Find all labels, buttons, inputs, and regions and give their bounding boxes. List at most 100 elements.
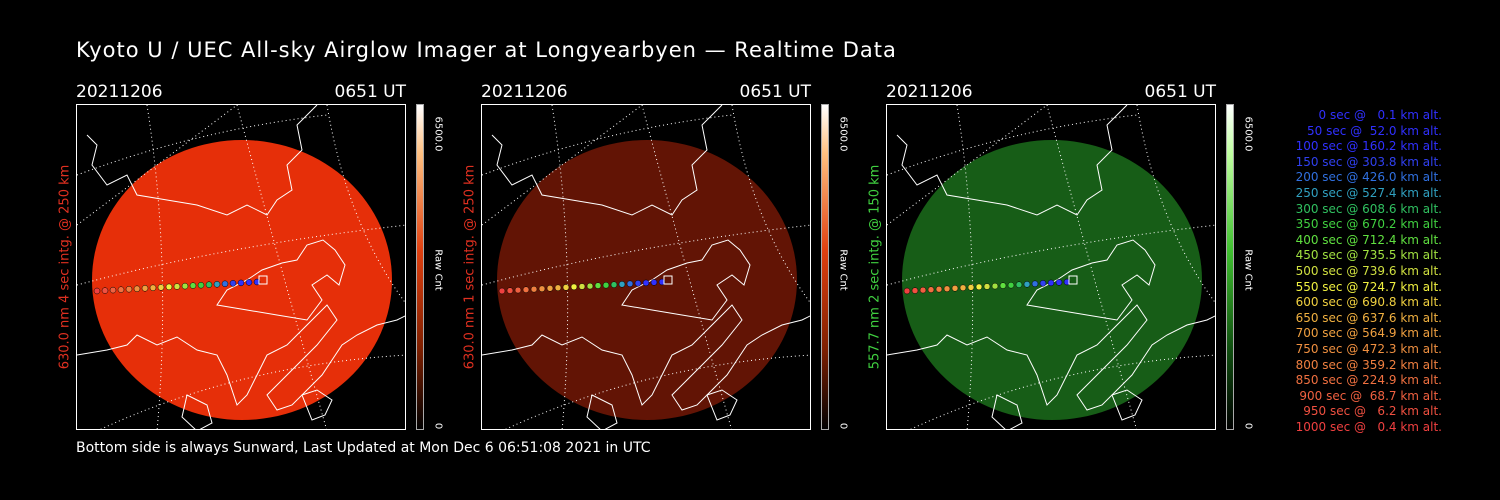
station-marker bbox=[1068, 275, 1078, 285]
trajectory-point bbox=[991, 282, 999, 290]
trajectory-point bbox=[141, 285, 149, 292]
trajectory-point bbox=[133, 285, 141, 293]
trajectory-point bbox=[650, 279, 658, 286]
lat-lon-grid-line bbox=[1136, 105, 1215, 304]
trajectory-point bbox=[1031, 280, 1039, 288]
trajectory-point bbox=[967, 284, 975, 291]
coastline bbox=[1111, 389, 1143, 421]
trajectory-point bbox=[205, 281, 213, 288]
trajectory-point bbox=[951, 285, 959, 292]
lat-lon-grid-line bbox=[100, 354, 405, 429]
legend-row: 250 sec @ 527.4 km alt. bbox=[1295, 185, 1442, 200]
trajectory-point bbox=[642, 279, 650, 287]
lat-lon-grid-line bbox=[910, 354, 1215, 429]
trajectory-point bbox=[618, 281, 626, 288]
panel-time: 0651 UT bbox=[739, 82, 812, 102]
trajectory-point bbox=[237, 279, 245, 287]
trajectory-point bbox=[634, 280, 642, 287]
legend-row: 0 sec @ 0.1 km alt. bbox=[1318, 108, 1443, 122]
panel-ylabel: 557.7 nm 2 sec intg. @ 150 km bbox=[867, 164, 883, 370]
legend-row: 700 sec @ 564.9 km alt. bbox=[1295, 326, 1442, 341]
trajectory-point bbox=[125, 285, 133, 293]
lat-lon-grid-line bbox=[887, 105, 1048, 226]
lat-lon-grid-line bbox=[77, 224, 405, 286]
trajectory-point bbox=[530, 285, 538, 293]
coastline bbox=[887, 304, 1215, 411]
trajectory-point bbox=[109, 286, 117, 294]
lat-lon-grid-line bbox=[505, 354, 810, 429]
colorbar-min: 0 bbox=[1242, 422, 1254, 430]
trajectory-point bbox=[506, 287, 514, 294]
lat-lon-grid-line bbox=[887, 114, 1138, 176]
trajectory-point bbox=[221, 280, 229, 288]
page-title: Kyoto U / UEC All-sky Airglow Imager at … bbox=[76, 38, 897, 62]
lat-lon-grid-line bbox=[77, 114, 328, 176]
lat-lon-grid-line bbox=[482, 105, 643, 226]
trajectory-point bbox=[149, 284, 157, 292]
airglow-panel-1: 20211206 0651 UT 630.0 nm 4 sec intg. @ … bbox=[58, 80, 476, 430]
trajectory-point bbox=[101, 287, 109, 294]
legend-row: 1000 sec @ 0.4 km alt. bbox=[1295, 419, 1442, 434]
legend-row: 450 sec @ 735.5 km alt. bbox=[1295, 248, 1442, 263]
trajectory-point bbox=[911, 287, 919, 294]
trajectory-point bbox=[927, 286, 935, 293]
station-marker bbox=[663, 275, 673, 285]
lat-lon-grid-line bbox=[887, 224, 1215, 286]
colorbar bbox=[821, 104, 829, 430]
colorbar-unit: Raw Cnt bbox=[837, 249, 849, 291]
legend-row: 850 sec @ 224.9 km alt. bbox=[1295, 373, 1442, 388]
trajectory-point bbox=[213, 281, 221, 288]
trajectory-legend: 0 sec @ 0.1 km alt. 50 sec @ 52.0 km alt… bbox=[1262, 108, 1442, 435]
colorbar-max: 6500.0 bbox=[1242, 116, 1254, 152]
legend-row: 600 sec @ 690.8 km alt. bbox=[1295, 295, 1442, 310]
trajectory-point bbox=[1007, 281, 1015, 289]
legend-row: 900 sec @ 68.7 km alt. bbox=[1299, 388, 1442, 403]
panel-time: 0651 UT bbox=[1144, 82, 1217, 102]
trajectory-point bbox=[610, 281, 618, 288]
trajectory-point bbox=[165, 283, 173, 291]
airglow-panel-2: 20211206 0651 UT 630.0 nm 1 sec intg. @ … bbox=[463, 80, 881, 430]
legend-row: 100 sec @ 160.2 km alt. bbox=[1295, 139, 1442, 154]
legend-row: 400 sec @ 712.4 km alt. bbox=[1295, 232, 1442, 247]
trajectory-point bbox=[117, 286, 125, 293]
panel-time: 0651 UT bbox=[334, 82, 407, 102]
trajectory-point bbox=[919, 286, 927, 294]
trajectory-point bbox=[562, 284, 570, 291]
trajectory-point bbox=[959, 284, 967, 292]
lat-lon-grid-line bbox=[731, 105, 810, 304]
colorbar-unit: Raw Cnt bbox=[1242, 249, 1254, 291]
coastline bbox=[216, 239, 346, 321]
footer-note: Bottom side is always Sunward, Last Upda… bbox=[76, 440, 651, 456]
colorbar-min: 0 bbox=[432, 422, 444, 430]
station-marker bbox=[258, 275, 268, 285]
trajectory-point bbox=[1047, 279, 1055, 287]
colorbar bbox=[416, 104, 424, 430]
trajectory-point bbox=[975, 283, 983, 291]
coastline bbox=[991, 394, 1023, 429]
trajectory-point bbox=[522, 286, 530, 293]
legend-row: 500 sec @ 739.6 km alt. bbox=[1295, 263, 1442, 278]
coastline bbox=[621, 239, 751, 321]
trajectory-point bbox=[189, 282, 197, 289]
legend-row: 300 sec @ 608.6 km alt. bbox=[1295, 201, 1442, 216]
allsky-map bbox=[481, 104, 811, 430]
lat-lon-grid-line bbox=[482, 114, 733, 176]
trajectory-point bbox=[570, 283, 578, 291]
coastline bbox=[896, 105, 1128, 216]
coastline bbox=[301, 389, 333, 421]
legend-row: 200 sec @ 426.0 km alt. bbox=[1295, 170, 1442, 185]
coastline bbox=[586, 394, 618, 429]
coastline bbox=[491, 105, 723, 216]
trajectory-point bbox=[157, 284, 165, 291]
panel-ylabel: 630.0 nm 1 sec intg. @ 250 km bbox=[462, 164, 478, 370]
colorbar-min: 0 bbox=[837, 422, 849, 430]
legend-row: 750 sec @ 472.3 km alt. bbox=[1295, 341, 1442, 356]
colorbar-max: 6500.0 bbox=[432, 116, 444, 152]
trajectory-point bbox=[245, 279, 253, 286]
legend-row: 150 sec @ 303.8 km alt. bbox=[1295, 154, 1442, 169]
coastline bbox=[77, 304, 405, 411]
panel-ylabel: 630.0 nm 4 sec intg. @ 250 km bbox=[57, 164, 73, 370]
panel-date: 20211206 bbox=[886, 82, 973, 102]
trajectory-point bbox=[554, 284, 562, 292]
trajectory-point bbox=[626, 280, 634, 288]
